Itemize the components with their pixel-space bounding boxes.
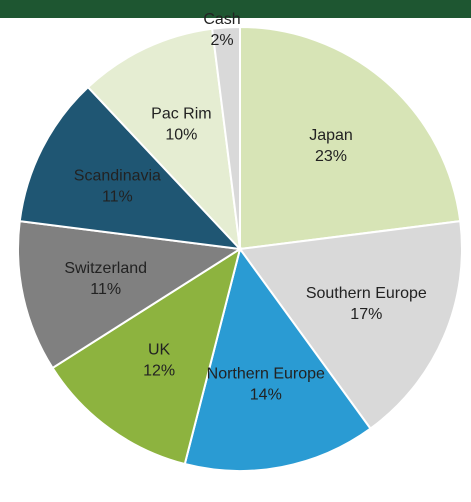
slice-value-label: 11% (90, 281, 121, 298)
slice-label: Southern Europe (306, 285, 427, 302)
slice-label: Japan (309, 127, 353, 144)
pie-slice (18, 85, 243, 251)
pie-slice (51, 246, 242, 466)
slice-value-label: 17% (350, 306, 382, 323)
pie-slice (238, 220, 463, 430)
pie (17, 25, 463, 472)
header-bar (0, 0, 471, 18)
pie-slice (211, 25, 241, 250)
slice-value-label: 23% (315, 148, 347, 165)
pie-slice (86, 27, 242, 252)
slice-value-label: 14% (250, 386, 282, 403)
pie-slice (239, 25, 462, 251)
pie-slice (17, 220, 243, 370)
slice-label: Northern Europe (207, 365, 325, 382)
labels: Japan 23% Southern Europe 17% Northern Europ… (64, 11, 427, 403)
slice-value-label: 11% (102, 189, 133, 206)
slice-label: Cash (203, 11, 240, 28)
pie-slice (183, 246, 372, 472)
slice-label: Pac Rim (151, 106, 211, 123)
slice-label: Switzerland (64, 260, 147, 277)
slice-label: UK (148, 342, 171, 359)
slice-value-label: 12% (143, 363, 175, 380)
slice-value-label: 10% (165, 127, 197, 144)
slice-value-label: 2% (210, 32, 233, 49)
slice-label: Scandinavia (74, 168, 161, 185)
